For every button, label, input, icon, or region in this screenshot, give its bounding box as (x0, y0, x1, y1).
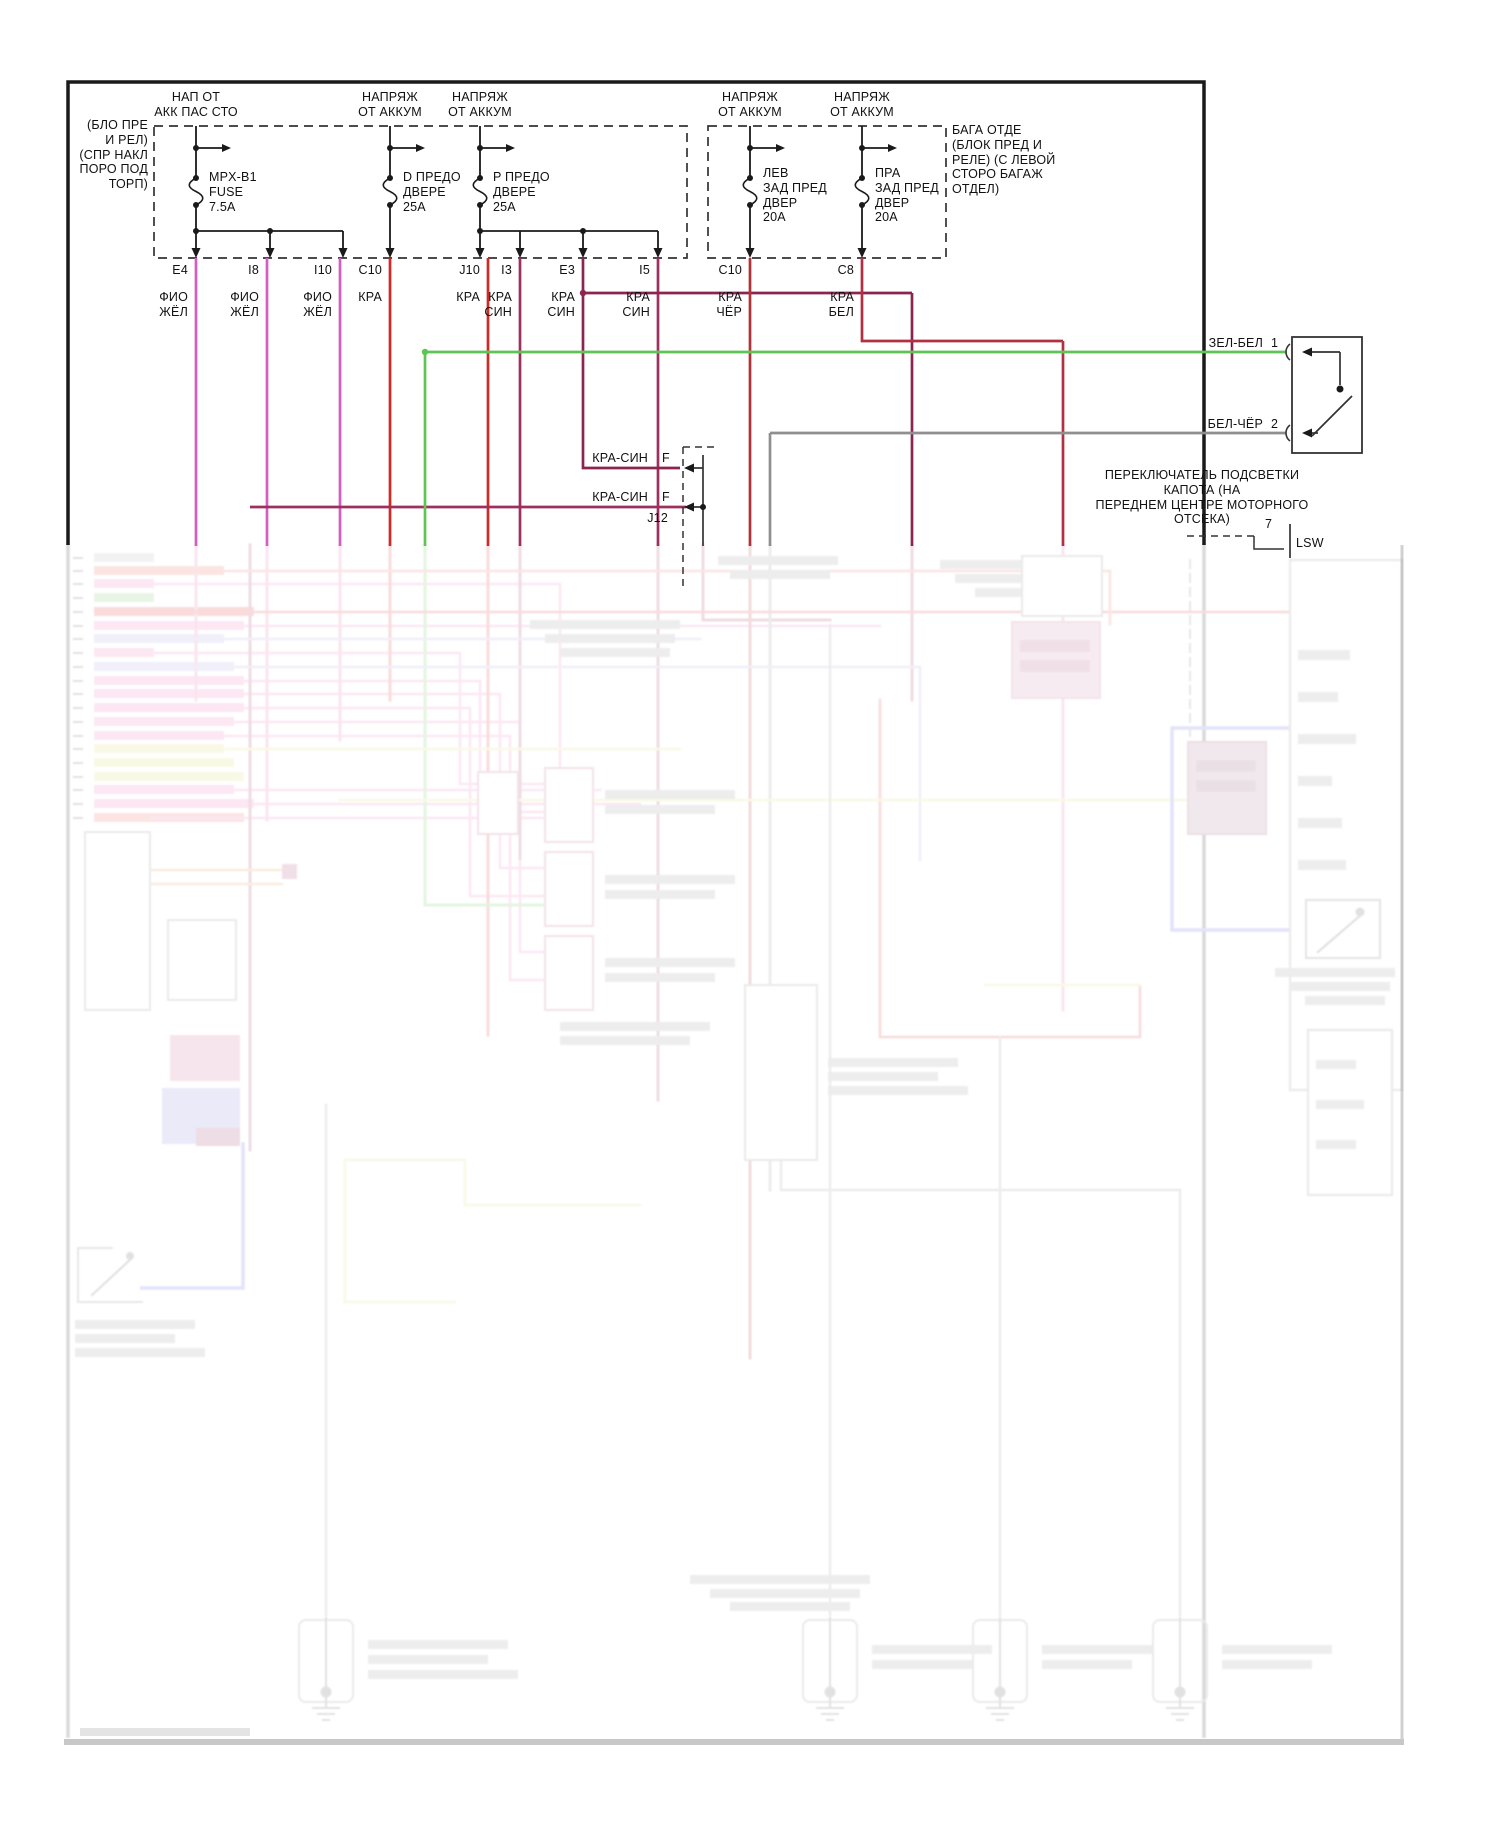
wire-junction-dot (579, 289, 587, 297)
pin-id-i5: I5 (639, 263, 650, 277)
arrowheads (191, 144, 897, 258)
wire-color-8: КРА СИН (622, 290, 650, 319)
feed-label-5: НАПРЯЖ ОТ АККУМ (830, 90, 894, 119)
fuse-label-1: MPX-B1 FUSE 7.5A (209, 170, 257, 214)
pin-id-i10: I10 (314, 263, 332, 277)
trunk-fuse-box (707, 125, 947, 259)
wire-color-7: КРА СИН (547, 290, 575, 319)
hood-switch-wire1-label: ЗЕЛ-БЕЛ (1208, 336, 1263, 350)
pin-id-e3: E3 (559, 263, 575, 277)
watermark-smudge (80, 1728, 250, 1736)
crisp-wiring-section (66, 80, 1363, 590)
j12-pin1: F (662, 451, 670, 465)
feed-label-1: НАП ОТ АКК ПАС СТО (154, 90, 238, 119)
pin-wires (194, 258, 1286, 546)
wire-junction-dot (421, 348, 429, 356)
pin-id-i8: I8 (248, 263, 259, 277)
junction-dots (193, 145, 865, 234)
wire-color-2: ФИО ЖЁЛ (230, 290, 259, 319)
page-border (66, 80, 1206, 545)
j12-label: J12 (647, 511, 668, 525)
pin-id-c10b: C10 (718, 263, 742, 277)
feed-label-4: НАПРЯЖ ОТ АККУМ (718, 90, 782, 119)
pin-id-j10: J10 (459, 263, 480, 277)
hood-switch-caption: ПЕРЕКЛЮЧАТЕЛЬ ПОДСВЕТКИ КАПОТА (НА ПЕРЕД… (1095, 468, 1309, 527)
trunk-lsw-label: LSW (1296, 536, 1324, 550)
pin-id-c8: C8 (837, 263, 854, 277)
pin-id-e4: E4 (172, 263, 188, 277)
wire-color-5: КРА (456, 290, 480, 304)
feed-label-3: НАПРЯЖ ОТ АККУМ (448, 90, 512, 119)
note-trunk-box: БАГА ОТДЕ (БЛОК ПРЕД И РЕЛЕ) (С ЛЕВОЙ СТ… (952, 123, 1056, 196)
faded-diagram-section (66, 543, 1404, 1738)
wire-color-6: КРА СИН (484, 290, 512, 319)
wire-color-3: ФИО ЖЁЛ (303, 290, 332, 319)
hood-light-switch (1285, 336, 1363, 454)
fuse-relay-box (153, 125, 688, 259)
hood-switch-pin1: 1 (1271, 336, 1279, 350)
j12-pin2: F (662, 490, 670, 504)
trunk-connector-stub (1187, 524, 1291, 558)
fuse-label-4: ЛЕВ ЗАД ПРЕД ДВЕР 20A (763, 166, 827, 225)
wire-color-9: КРА ЧЁР (716, 290, 742, 319)
fuse-label-3: P ПРЕДО ДВЕРЕ 25A (493, 170, 550, 214)
wire-color-10: КРА БЕЛ (828, 290, 854, 319)
power-feeds (188, 126, 888, 250)
feed-label-2: НАПРЯЖ ОТ АККУМ (358, 90, 422, 119)
j12-wire1-label: КРА-СИН (592, 451, 648, 465)
fuse-label-5: ПРА ЗАД ПРЕД ДВЕР 20A (875, 166, 939, 225)
wire-color-1: ФИО ЖЁЛ (159, 290, 188, 319)
j12-wire2-label: КРА-СИН (592, 490, 648, 504)
wire-color-4: КРА (358, 290, 382, 304)
pin-id-i3: I3 (501, 263, 512, 277)
j12-connector (682, 446, 714, 590)
fuse-label-2: D ПРЕДО ДВЕРЕ 25A (403, 170, 461, 214)
trunk-pin-7: 7 (1265, 517, 1273, 531)
faded-bottom-bar (64, 1739, 1404, 1745)
hood-switch-wire2-label: БЕЛ-ЧЁР (1207, 417, 1263, 431)
pin-id-c10a: C10 (358, 263, 382, 277)
hood-switch-pin2: 2 (1271, 417, 1279, 431)
note-fuse-relay-box: (БЛО ПРЕ И РЕЛ) (СПР НАКЛ ПОРО ПОД ТОРП) (79, 118, 148, 191)
